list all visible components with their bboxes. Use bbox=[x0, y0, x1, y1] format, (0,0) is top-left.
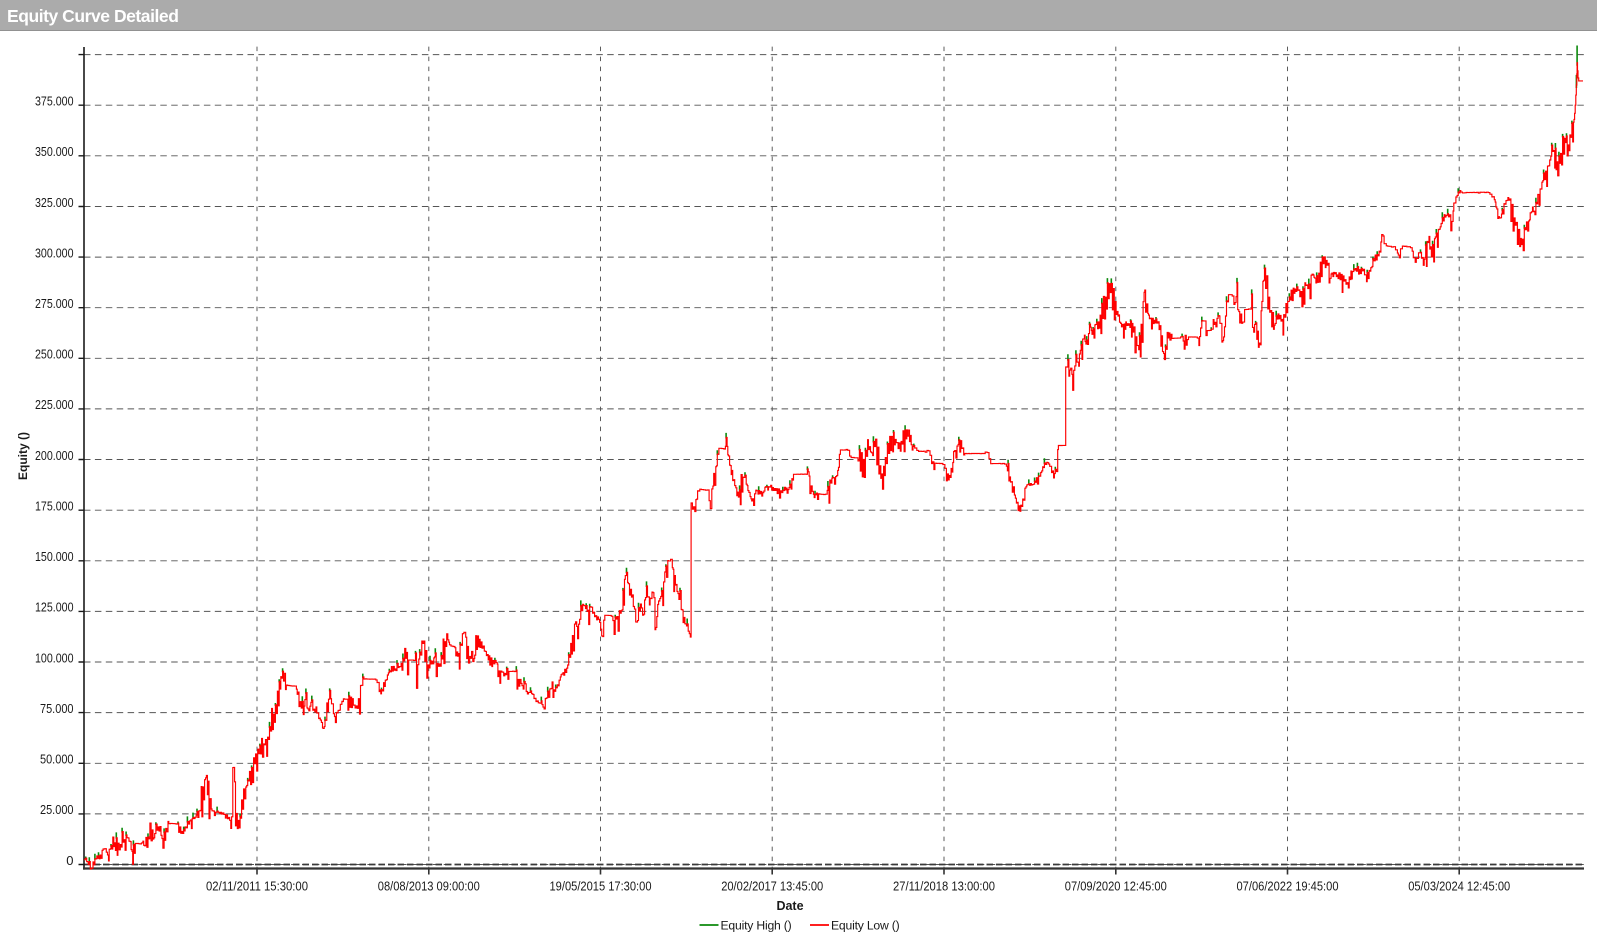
svg-text:275.000: 275.000 bbox=[35, 296, 74, 311]
svg-text:07/06/2022 19:45:00: 07/06/2022 19:45:00 bbox=[1237, 879, 1339, 894]
svg-text:150.000: 150.000 bbox=[35, 549, 74, 564]
svg-text:100.000: 100.000 bbox=[35, 650, 74, 665]
svg-text:20/02/2017 13:45:00: 20/02/2017 13:45:00 bbox=[721, 879, 823, 894]
svg-text:375.000: 375.000 bbox=[35, 94, 74, 109]
svg-text:25.000: 25.000 bbox=[40, 802, 74, 817]
svg-text:07/09/2020 12:45:00: 07/09/2020 12:45:00 bbox=[1065, 879, 1167, 894]
svg-text:Date: Date bbox=[776, 899, 803, 913]
svg-text:250.000: 250.000 bbox=[35, 347, 74, 362]
svg-text:05/03/2024 12:45:00: 05/03/2024 12:45:00 bbox=[1408, 879, 1510, 894]
svg-text:200.000: 200.000 bbox=[35, 448, 74, 463]
svg-text:19/05/2015 17:30:00: 19/05/2015 17:30:00 bbox=[550, 879, 652, 894]
svg-text:325.000: 325.000 bbox=[35, 195, 74, 210]
svg-text:0: 0 bbox=[66, 853, 73, 868]
svg-text:175.000: 175.000 bbox=[35, 499, 74, 514]
svg-text:Equity Low (): Equity Low () bbox=[831, 918, 900, 932]
svg-text:125.000: 125.000 bbox=[35, 600, 74, 615]
svg-text:50.000: 50.000 bbox=[40, 752, 74, 767]
svg-text:02/11/2011 15:30:00: 02/11/2011 15:30:00 bbox=[206, 879, 308, 894]
svg-text:350.000: 350.000 bbox=[35, 144, 74, 159]
svg-text:Equity (): Equity () bbox=[16, 432, 30, 480]
svg-text:27/11/2018 13:00:00: 27/11/2018 13:00:00 bbox=[893, 879, 995, 894]
svg-text:300.000: 300.000 bbox=[35, 245, 74, 260]
svg-text:08/08/2013 09:00:00: 08/08/2013 09:00:00 bbox=[378, 879, 480, 894]
svg-text:225.000: 225.000 bbox=[35, 397, 74, 412]
svg-text:Equity High (): Equity High () bbox=[721, 918, 792, 932]
svg-text:75.000: 75.000 bbox=[40, 701, 74, 716]
